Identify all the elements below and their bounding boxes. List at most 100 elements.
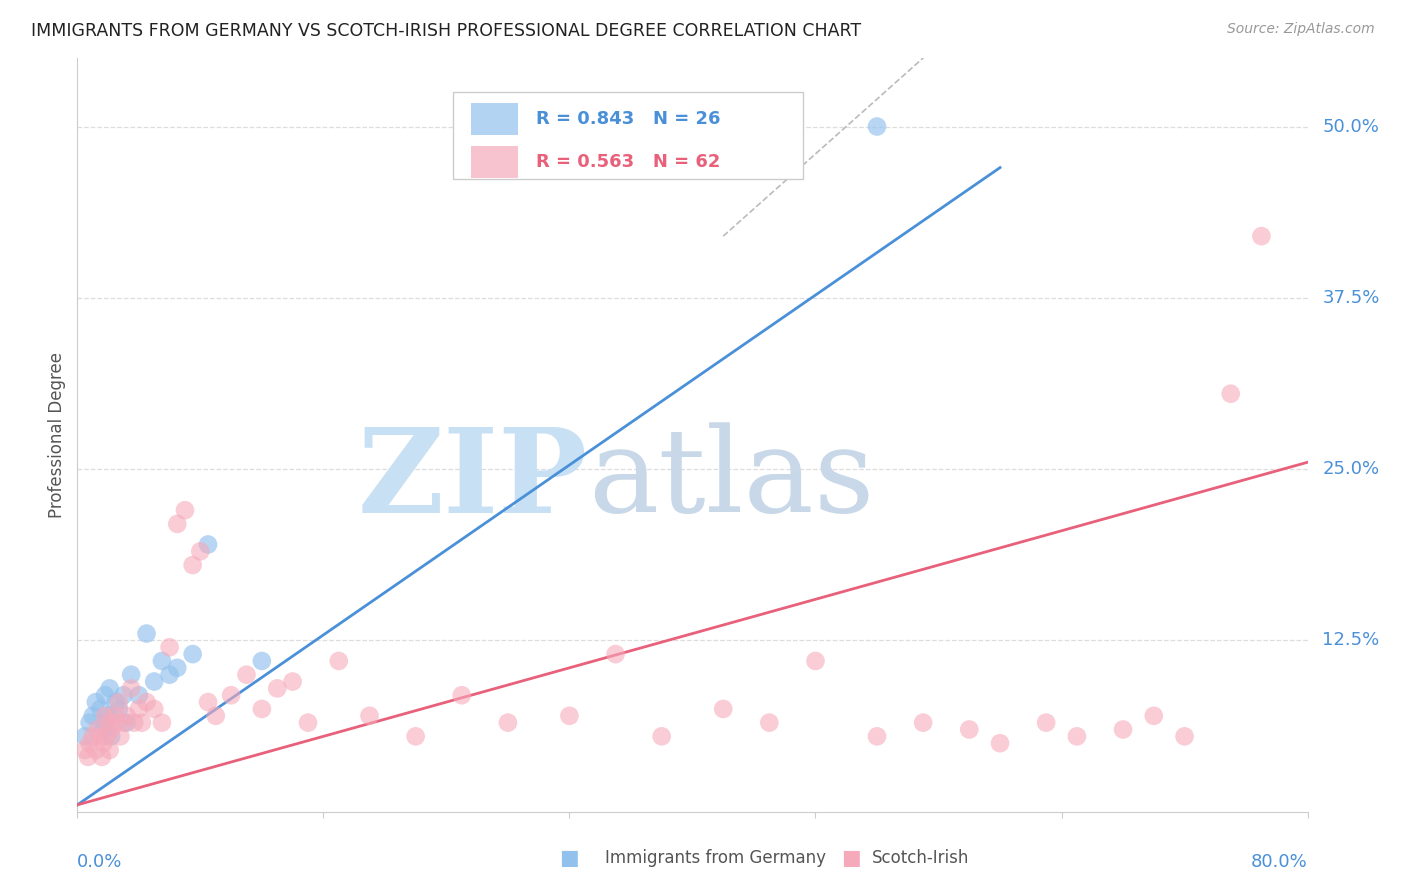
Point <box>135 695 157 709</box>
Point <box>143 702 166 716</box>
Point <box>188 544 212 558</box>
Point <box>73 743 96 757</box>
Text: 0.0%: 0.0% <box>77 853 122 871</box>
Point <box>266 681 288 696</box>
Point <box>605 647 627 661</box>
Point <box>166 661 188 675</box>
Point <box>711 702 734 716</box>
Text: Immigrants from Germany: Immigrants from Germany <box>605 849 825 867</box>
Point <box>97 715 120 730</box>
Text: ■: ■ <box>841 848 860 868</box>
Point <box>84 743 107 757</box>
Text: 12.5%: 12.5% <box>1323 632 1379 649</box>
Point <box>97 708 120 723</box>
Point <box>122 715 145 730</box>
Point <box>77 750 100 764</box>
Point <box>181 647 204 661</box>
Point <box>359 708 381 723</box>
Point <box>866 120 889 134</box>
Point <box>143 674 166 689</box>
Point <box>804 654 827 668</box>
Bar <box>471 146 517 178</box>
Point <box>89 730 111 744</box>
Point <box>98 681 121 696</box>
Point <box>174 503 197 517</box>
Point <box>94 708 117 723</box>
Point <box>103 708 125 723</box>
Point <box>250 654 273 668</box>
Point <box>204 708 226 723</box>
Point <box>73 730 96 744</box>
Text: atlas: atlas <box>588 423 875 538</box>
Point <box>128 702 150 716</box>
Point <box>297 715 319 730</box>
Point <box>93 723 115 737</box>
Point <box>93 736 115 750</box>
Point <box>112 688 135 702</box>
Point <box>405 730 427 744</box>
Point <box>159 640 181 655</box>
Point <box>250 702 273 716</box>
Point <box>104 695 127 709</box>
Point <box>957 723 980 737</box>
Point <box>651 730 673 744</box>
Point <box>82 708 104 723</box>
FancyBboxPatch shape <box>453 92 803 178</box>
Point <box>100 730 122 744</box>
Point <box>1112 723 1135 737</box>
Point <box>1219 386 1241 401</box>
Text: R = 0.563   N = 62: R = 0.563 N = 62 <box>536 153 721 171</box>
Text: 25.0%: 25.0% <box>1323 460 1379 478</box>
Point <box>197 537 219 551</box>
Point <box>96 715 118 730</box>
Point <box>988 736 1011 750</box>
Point <box>450 688 472 702</box>
Text: Source: ZipAtlas.com: Source: ZipAtlas.com <box>1227 22 1375 37</box>
Point <box>94 688 117 702</box>
Point <box>128 688 150 702</box>
Point <box>558 708 581 723</box>
Point <box>328 654 350 668</box>
Point <box>82 730 104 744</box>
Point <box>131 715 153 730</box>
Point <box>79 715 101 730</box>
Text: R = 0.843   N = 26: R = 0.843 N = 26 <box>536 110 721 128</box>
Point <box>90 750 114 764</box>
Point <box>89 702 111 716</box>
Text: 50.0%: 50.0% <box>1323 118 1379 136</box>
Point <box>235 667 257 681</box>
Point <box>79 736 101 750</box>
Point <box>1174 730 1197 744</box>
Point <box>100 723 122 737</box>
Point <box>496 715 519 730</box>
Point <box>758 715 780 730</box>
Point <box>159 667 181 681</box>
Text: Scotch-Irish: Scotch-Irish <box>872 849 969 867</box>
Bar <box>471 103 517 135</box>
Point <box>1066 730 1088 744</box>
Point <box>96 730 118 744</box>
Point <box>115 708 138 723</box>
Point <box>98 743 121 757</box>
Point <box>912 715 935 730</box>
Point <box>84 695 107 709</box>
Point <box>197 695 219 709</box>
Point <box>108 702 131 716</box>
Point <box>150 654 173 668</box>
Point <box>181 558 204 572</box>
Point <box>1035 715 1057 730</box>
Point <box>108 695 131 709</box>
Text: 37.5%: 37.5% <box>1323 289 1379 307</box>
Point <box>166 516 188 531</box>
Point <box>150 715 173 730</box>
Point <box>104 715 127 730</box>
Point <box>120 681 142 696</box>
Text: 80.0%: 80.0% <box>1251 853 1308 871</box>
Text: ZIP: ZIP <box>359 423 588 538</box>
Text: ■: ■ <box>560 848 579 868</box>
Point <box>1250 229 1272 244</box>
Point <box>1143 708 1166 723</box>
Y-axis label: Professional Degree: Professional Degree <box>48 351 66 518</box>
Point <box>112 715 135 730</box>
Text: IMMIGRANTS FROM GERMANY VS SCOTCH-IRISH PROFESSIONAL DEGREE CORRELATION CHART: IMMIGRANTS FROM GERMANY VS SCOTCH-IRISH … <box>31 22 860 40</box>
